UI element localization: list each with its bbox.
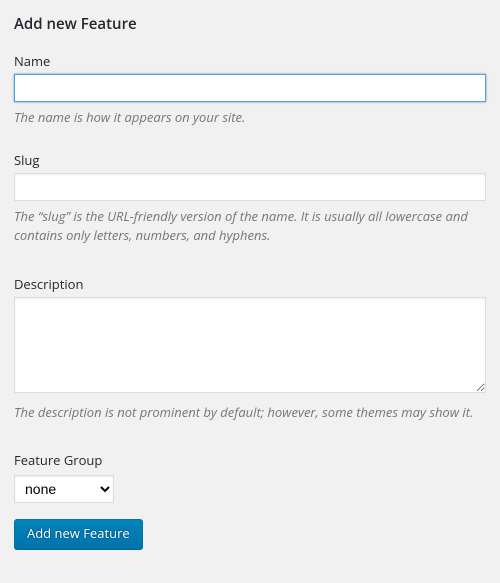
field-feature-group: Feature Group none — [14, 451, 486, 503]
slug-input[interactable] — [14, 173, 486, 201]
description-textarea[interactable] — [14, 297, 486, 393]
name-description: The name is how it appears on your site. — [14, 108, 486, 127]
form-title: Add new Feature — [14, 14, 486, 34]
description-label: Description — [14, 275, 486, 293]
slug-description: The “slug” is the URL-friendly version o… — [14, 207, 486, 245]
slug-label: Slug — [14, 151, 486, 169]
feature-group-label: Feature Group — [14, 451, 486, 469]
description-description: The description is not prominent by defa… — [14, 403, 486, 422]
field-name: Name The name is how it appears on your … — [14, 52, 486, 127]
feature-group-select[interactable]: none — [14, 475, 114, 503]
name-label: Name — [14, 52, 486, 70]
name-input[interactable] — [14, 74, 486, 102]
field-description: Description The description is not promi… — [14, 275, 486, 422]
field-slug: Slug The “slug” is the URL-friendly vers… — [14, 151, 486, 245]
submit-button[interactable]: Add new Feature — [14, 519, 143, 549]
